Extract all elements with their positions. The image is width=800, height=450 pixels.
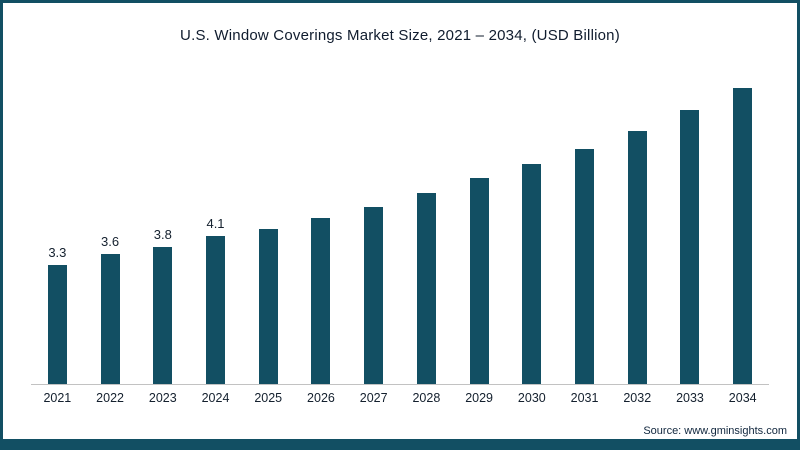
x-tick-label: 2025 (254, 391, 283, 405)
chart-title: U.S. Window Coverings Market Size, 2021 … (180, 27, 620, 44)
x-tick-label: 2034 (728, 391, 757, 405)
x-tick-label: 2032 (623, 391, 652, 405)
x-tick-label: 2031 (570, 391, 599, 405)
x-axis-labels: 2021 2022 2023 2024 2025 2026 2027 2028 2029 2030… (31, 391, 769, 405)
bar-column (242, 209, 295, 384)
x-tick-label: 2023 (148, 391, 177, 405)
bar-column (558, 129, 611, 384)
x-tick-label: 2021 (43, 391, 72, 405)
bar (153, 247, 173, 384)
x-tick-label: 2033 (676, 391, 704, 405)
bar (575, 149, 595, 384)
bar (469, 178, 489, 384)
bottom-accent-strip (3, 439, 797, 447)
bar-column (453, 158, 506, 384)
bar (100, 254, 120, 384)
bar-column: 3.6 (84, 234, 137, 384)
bar-value-label: 4.1 (206, 216, 225, 231)
bar (47, 265, 67, 384)
bar (258, 229, 278, 384)
bar-column (664, 90, 717, 384)
plot-area: 3.3 3.6 3.8 4.1 (31, 52, 769, 385)
bar-column (716, 68, 769, 384)
bar-value-label: 3.3 (48, 245, 67, 260)
bar-column: 4.1 (189, 216, 242, 384)
x-tick-label: 2029 (465, 391, 494, 405)
bar (311, 218, 331, 384)
x-tick-label: 2026 (307, 391, 335, 405)
x-tick-label: 2030 (517, 391, 546, 405)
bar-column: 3.3 (31, 245, 84, 384)
x-tick-label: 2022 (96, 391, 124, 405)
bar-column (611, 111, 664, 384)
bar-column (295, 198, 348, 384)
bar-column (347, 187, 400, 384)
bar (364, 207, 384, 384)
bar-column (400, 173, 453, 384)
bar-value-label: 3.8 (153, 227, 172, 242)
bar (416, 193, 436, 384)
bar-value-label: 3.6 (101, 234, 120, 249)
bar-column (505, 144, 558, 384)
source-credit: Source: www.gminsights.com (643, 425, 787, 437)
bar-column: 3.8 (136, 227, 189, 384)
bar (522, 164, 542, 384)
x-tick-label: 2024 (201, 391, 230, 405)
x-tick-label: 2028 (412, 391, 441, 405)
bar (627, 131, 647, 384)
bar (206, 236, 226, 384)
chart-area: 3.3 3.6 3.8 4.1 2021 2022 2023 2024 2025 2026 202… (3, 52, 797, 421)
bar (680, 110, 700, 384)
bar (733, 88, 753, 384)
x-tick-label: 2027 (359, 391, 388, 405)
